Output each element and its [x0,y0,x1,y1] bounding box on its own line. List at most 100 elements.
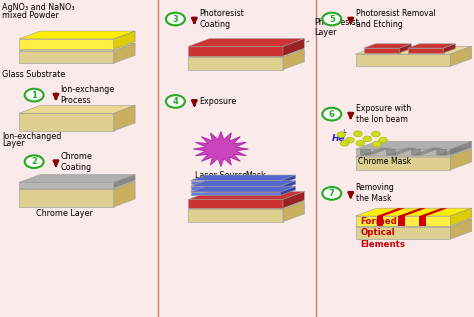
Polygon shape [281,186,296,195]
Text: 4: 4 [173,97,178,106]
Polygon shape [408,48,444,53]
Polygon shape [19,43,135,51]
Text: Laser Source: Laser Source [195,171,247,179]
Polygon shape [450,141,472,155]
Polygon shape [398,208,426,216]
Polygon shape [450,208,472,226]
Text: He: He [332,134,346,143]
Polygon shape [19,31,135,39]
Circle shape [354,131,362,137]
Polygon shape [364,44,411,48]
Polygon shape [356,219,472,227]
Circle shape [25,89,44,101]
Polygon shape [281,175,296,184]
Polygon shape [400,44,411,53]
Text: Mask: Mask [245,171,266,180]
Circle shape [337,132,346,138]
Circle shape [372,131,380,137]
Text: Ion-exchange
Process: Ion-exchange Process [61,85,115,105]
Polygon shape [19,175,135,182]
Polygon shape [19,190,114,207]
Polygon shape [19,51,114,63]
Polygon shape [191,186,281,190]
Polygon shape [188,210,283,222]
Text: 3: 3 [173,15,178,23]
Circle shape [166,95,185,108]
Text: 5: 5 [329,15,335,23]
Polygon shape [408,44,456,48]
Polygon shape [436,149,447,155]
Polygon shape [191,181,281,184]
Text: Ion-exchanged: Ion-exchanged [2,132,62,141]
Polygon shape [356,216,450,226]
Polygon shape [283,202,304,222]
Text: Chrome Layer: Chrome Layer [36,210,92,218]
Polygon shape [114,182,135,207]
Circle shape [363,136,372,142]
Polygon shape [19,106,135,113]
Polygon shape [19,182,114,188]
Polygon shape [188,39,304,46]
Polygon shape [191,192,281,195]
Polygon shape [385,148,417,155]
Polygon shape [188,46,283,56]
Polygon shape [398,216,405,226]
Polygon shape [411,148,443,155]
Polygon shape [283,39,304,56]
Polygon shape [193,132,248,166]
Polygon shape [356,208,472,216]
Circle shape [322,108,341,120]
Polygon shape [450,219,472,239]
Polygon shape [364,48,400,53]
Polygon shape [377,216,383,226]
Text: +: + [340,128,346,137]
Polygon shape [377,208,405,216]
Circle shape [322,187,341,200]
Polygon shape [188,199,283,208]
Polygon shape [114,43,135,63]
Polygon shape [19,182,135,190]
Text: 1: 1 [31,91,37,100]
Circle shape [166,13,185,25]
Polygon shape [114,106,135,131]
Polygon shape [356,157,450,170]
Circle shape [322,13,341,25]
Polygon shape [114,31,135,49]
Polygon shape [356,54,450,66]
Text: mixed Powder: mixed Powder [2,11,59,20]
Polygon shape [356,149,450,155]
Circle shape [356,140,365,146]
Text: AgNO₃ and NaNO₃: AgNO₃ and NaNO₃ [2,3,75,12]
Polygon shape [188,57,283,69]
Polygon shape [356,149,472,157]
Polygon shape [385,149,396,155]
Polygon shape [283,191,304,208]
Circle shape [340,140,349,146]
Polygon shape [188,49,304,57]
Polygon shape [19,113,114,131]
Polygon shape [360,148,392,155]
Polygon shape [191,181,296,186]
Polygon shape [188,202,304,210]
Text: Removing
the Mask: Removing the Mask [356,183,394,204]
Circle shape [346,137,354,143]
Polygon shape [114,175,135,188]
Text: Exposure with
the Ion beam: Exposure with the Ion beam [356,104,411,124]
Polygon shape [436,148,468,155]
Text: Exposure: Exposure [199,97,237,106]
Text: 6: 6 [329,110,335,119]
Circle shape [379,137,387,143]
Text: Chrome
Coating: Chrome Coating [61,152,92,172]
Polygon shape [191,186,296,192]
Text: Chrome Mask: Chrome Mask [358,157,411,166]
Polygon shape [188,191,304,199]
Polygon shape [360,149,371,155]
Polygon shape [419,208,447,216]
Polygon shape [283,49,304,69]
Polygon shape [356,141,472,149]
Text: Photoresist
Coating: Photoresist Coating [199,9,244,29]
Polygon shape [191,175,296,181]
Circle shape [373,141,381,147]
Circle shape [25,155,44,168]
Polygon shape [356,227,450,239]
